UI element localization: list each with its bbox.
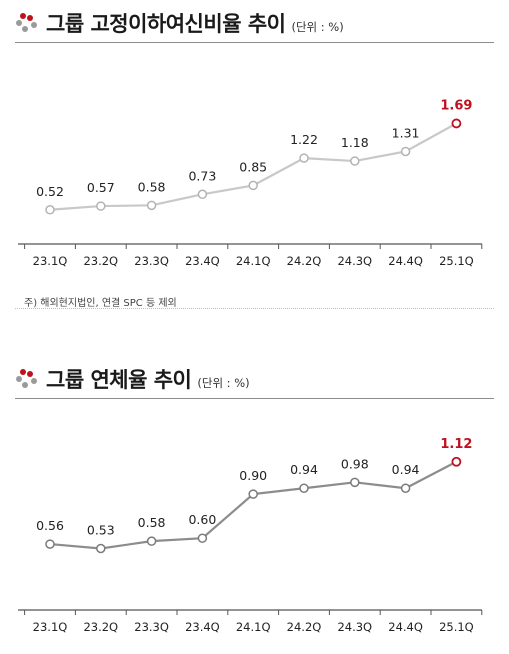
x-tick-label: 24.1Q — [236, 254, 271, 268]
x-tick-label: 23.4Q — [185, 620, 220, 634]
delinquency-rate-section: 그룹 연체율 추이 (단위 : %) 0.56 23.1Q 0.53 23.2Q 0.58… — [0, 362, 509, 654]
data-label: 1.12 — [440, 437, 472, 452]
data-point — [451, 118, 462, 129]
data-point — [146, 536, 157, 546]
data-point — [248, 180, 258, 191]
red-grey-dots-logo-icon — [16, 369, 37, 388]
data-point — [197, 189, 208, 200]
x-tick-label: 24.3Q — [337, 254, 372, 268]
npl-ratio-section: 그룹 고정이하여신비율 추이 (단위 : %) 0.52 23.1Q 0.57 23.2… — [0, 6, 509, 309]
x-tick-label: 25.1Q — [439, 620, 474, 634]
delinquency-rate-line-chart: 0.56 23.1Q 0.53 23.2Q 0.58 23.3Q 0.60 23.4Q 0.90… — [18, 437, 483, 634]
data-label: 0.58 — [138, 179, 166, 194]
data-label: 0.53 — [87, 522, 115, 537]
data-label: 0.73 — [188, 168, 216, 183]
data-point — [45, 539, 55, 549]
unit-label: (단위 : %) — [291, 20, 344, 34]
chart-title: 그룹 연체율 추이 (단위 : %) — [46, 368, 250, 392]
data-point — [248, 489, 258, 499]
data-label: 1.22 — [290, 132, 318, 147]
red-grey-dots-logo-icon — [16, 13, 37, 32]
x-tick-label: 23.2Q — [83, 620, 118, 634]
x-tick-label: 24.4Q — [388, 620, 423, 634]
data-point — [146, 200, 157, 211]
x-tick-label: 23.3Q — [134, 254, 169, 268]
data-label: 1.69 — [440, 98, 472, 113]
data-label: 1.31 — [392, 125, 420, 140]
data-label: 0.94 — [392, 462, 420, 477]
data-point — [350, 477, 360, 488]
x-tick-label: 23.3Q — [134, 620, 169, 634]
data-point — [299, 153, 309, 163]
data-point — [350, 156, 360, 166]
x-tick-label: 24.1Q — [236, 620, 271, 634]
x-tick-label: 23.4Q — [185, 254, 220, 268]
data-point — [400, 483, 411, 493]
x-tick-label: 24.4Q — [388, 254, 423, 268]
x-tick-label: 23.1Q — [33, 620, 68, 634]
data-label: 0.56 — [36, 518, 64, 533]
x-tick-label: 25.1Q — [439, 254, 474, 268]
data-label: 0.85 — [239, 159, 267, 174]
footnote: 주) 해외현지법인, 연결 SPC 등 제외 — [24, 298, 177, 309]
x-tick-label: 24.2Q — [287, 620, 322, 634]
data-point — [299, 483, 309, 493]
x-tick-label: 24.2Q — [287, 254, 322, 268]
x-tick-label: 24.3Q — [337, 620, 372, 634]
section-header: 그룹 연체율 추이 (단위 : %) — [0, 362, 494, 399]
npl-ratio-line-chart: 0.52 23.1Q 0.57 23.2Q 0.58 23.3Q 0.73 23.4Q 0.85… — [18, 98, 483, 268]
data-label: 1.18 — [341, 135, 369, 150]
data-label: 0.98 — [341, 456, 369, 471]
data-label: 0.57 — [87, 180, 115, 195]
data-point — [400, 146, 411, 157]
data-label: 0.58 — [138, 515, 166, 530]
unit-label: (단위 : %) — [197, 376, 250, 390]
data-label: 0.94 — [290, 462, 318, 477]
data-point — [96, 543, 106, 554]
x-tick-label: 23.2Q — [83, 254, 118, 268]
data-label: 0.52 — [36, 184, 64, 199]
section-header: 그룹 고정이하여신비율 추이 (단위 : %) — [0, 6, 494, 43]
section-divider — [15, 308, 494, 309]
chart-title: 그룹 고정이하여신비율 추이 (단위 : %) — [46, 12, 344, 36]
data-point — [45, 205, 55, 215]
header-divider — [15, 398, 494, 399]
data-point — [197, 533, 208, 543]
header-divider — [15, 42, 494, 43]
data-point — [96, 201, 106, 211]
data-label: 0.60 — [188, 512, 216, 527]
x-tick-label: 23.1Q — [33, 254, 68, 268]
data-label: 0.90 — [239, 468, 267, 483]
data-point — [451, 456, 462, 467]
